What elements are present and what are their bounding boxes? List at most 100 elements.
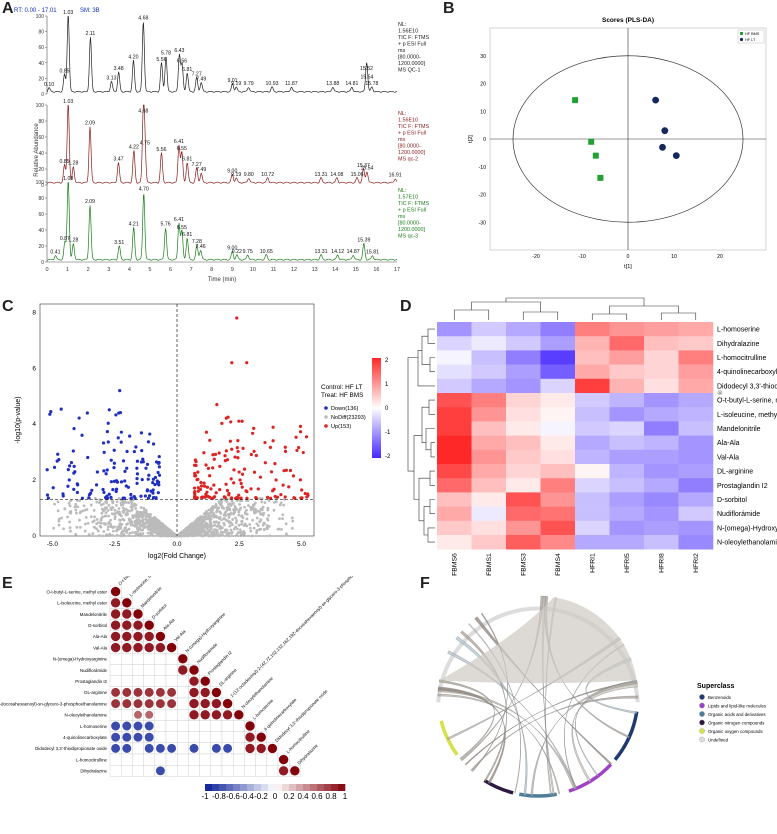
y-tick-label: 100	[36, 180, 45, 186]
corr-circle	[256, 743, 266, 754]
nodiff-point	[227, 531, 231, 535]
diag-label: DL-arginine	[218, 667, 238, 687]
peak-label: 6.81	[182, 232, 192, 238]
chord-ribbon-large	[439, 597, 637, 684]
nodiff-point	[69, 529, 72, 533]
corr-circle	[133, 687, 143, 697]
corr-circle	[133, 732, 143, 742]
up-point	[214, 491, 218, 495]
nodiff-point	[133, 521, 137, 525]
nodiff-point	[56, 509, 60, 513]
down-point	[123, 469, 127, 473]
corr-circle	[245, 743, 255, 754]
up-point	[268, 496, 273, 500]
corr-circle	[111, 721, 121, 731]
down-point	[94, 483, 99, 487]
row-label: DL-arginine	[84, 690, 107, 695]
nodiff-point	[249, 508, 253, 512]
heatmap-cell	[506, 336, 541, 351]
y-tick-label: -10	[479, 165, 487, 171]
trace-qc1-line	[46, 15, 398, 93]
up-point	[233, 455, 237, 459]
up-point	[237, 493, 241, 497]
diag-label: Mandelonitrile	[140, 585, 163, 608]
nodiff-point	[123, 526, 127, 530]
peak-label: 9.79	[244, 81, 254, 87]
nodiff-point	[83, 529, 87, 533]
corr-circle	[211, 710, 222, 720]
down-point	[139, 431, 144, 435]
peak-label: 5.78	[161, 51, 171, 57]
up-point	[292, 496, 296, 500]
heatmap-cell	[471, 336, 507, 351]
up-point	[204, 430, 209, 434]
corr-circle	[122, 732, 132, 742]
chord-ribbon	[468, 623, 521, 794]
heatmap-cell	[471, 449, 507, 465]
up-points	[192, 415, 310, 500]
corr-grid-cell	[154, 664, 167, 676]
heatmap-cell	[471, 421, 507, 436]
heatmap-cell	[540, 535, 576, 550]
corr-grid-cell	[120, 764, 133, 777]
legend-title: Superclass	[697, 683, 734, 690]
peak-label: 0.87	[60, 236, 70, 242]
down-point	[59, 407, 63, 411]
x-tick-label: 2.5	[235, 541, 244, 548]
down-point	[156, 491, 160, 495]
up-point	[256, 487, 260, 491]
x-tick-label: 2	[87, 267, 90, 273]
y-tick-label: 20	[38, 244, 44, 250]
y-tick-label: -30	[479, 220, 487, 226]
nodiff-point	[98, 534, 101, 537]
peak-label: 9.00	[227, 246, 237, 252]
peak-label: 1.28	[68, 161, 78, 167]
up-point	[269, 470, 274, 474]
heatmap-colorbar	[372, 358, 381, 458]
heatmap-cell	[540, 322, 576, 337]
nodiff-point	[154, 528, 157, 531]
x-tick-label: 8	[210, 267, 213, 273]
x-tick-label: 9	[231, 267, 234, 273]
corr-grid-cell	[266, 764, 279, 777]
down-point	[89, 491, 93, 495]
diag-label: Nudiflorámide	[196, 642, 219, 665]
colorbar-cell	[261, 784, 269, 791]
heatmap-cell	[678, 393, 714, 408]
peak-label: 15.52	[360, 66, 373, 72]
nodiff-point	[146, 520, 149, 524]
nodiff-point	[194, 519, 198, 523]
nodiff-point	[215, 524, 219, 528]
nodiff-point	[229, 521, 233, 525]
colorbar-cell	[310, 784, 318, 791]
nodiff-point	[84, 508, 87, 512]
colorbar-tick: 0.2	[283, 792, 295, 801]
panel-label-b: B	[443, 0, 455, 17]
trace-info-text: ms	[398, 48, 405, 54]
up-point	[229, 477, 233, 481]
row-label: Ala-Ala	[717, 440, 740, 447]
nodiff-point	[67, 501, 71, 505]
heatmap-cell	[644, 421, 679, 436]
x-tick-label: 5.0	[297, 541, 306, 548]
heatmap-cell	[437, 364, 472, 380]
heatmap-cell	[575, 407, 610, 422]
chord-ribbon	[474, 616, 613, 766]
nodiff-point	[142, 514, 145, 518]
heatmap-cell	[609, 350, 645, 365]
down-point	[112, 448, 116, 452]
nodiff-point	[253, 511, 256, 515]
down-point	[66, 468, 70, 472]
corr-grid-cell	[199, 753, 212, 766]
corr-grid-cell	[176, 742, 189, 755]
peak-label: 4.68	[138, 109, 148, 115]
nodiff-point	[122, 518, 126, 522]
corr-grid-cell	[120, 652, 133, 665]
row-label: Mandelonitrile	[80, 612, 108, 617]
corr-circle	[145, 710, 154, 719]
up-point	[224, 449, 228, 453]
row-dendrogram	[429, 470, 435, 486]
peak-label: 0.10	[44, 82, 54, 88]
up-point	[208, 438, 212, 442]
nodiff-point	[103, 514, 107, 518]
